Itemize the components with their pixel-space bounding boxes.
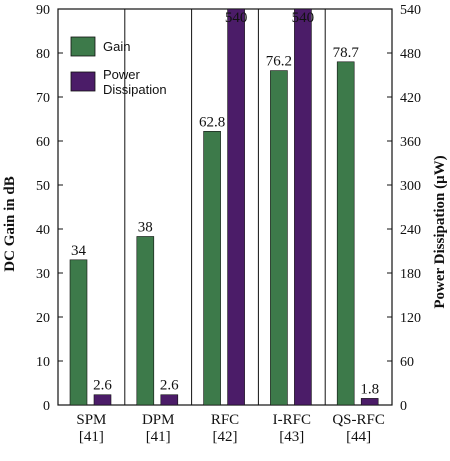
data-label-power: 540 [225, 10, 248, 26]
legend-swatch-power [70, 71, 96, 92]
x-category-ref: [41] [146, 429, 171, 445]
x-category-label: QS-RFC [332, 412, 385, 428]
x-category-label: RFC [211, 412, 239, 428]
bar-gain [203, 131, 221, 406]
data-label-power: 2.6 [160, 378, 179, 394]
legend: Gain Power Dissipation [70, 36, 167, 97]
x-category-label: I-RFC [273, 412, 311, 428]
y2-tick-label: 60 [400, 355, 414, 370]
y-tick-label: 70 [36, 91, 50, 106]
bar-gain [270, 70, 288, 406]
data-label-gain: 78.7 [333, 45, 360, 61]
bar-gain [69, 259, 88, 406]
y-tick-label: 50 [36, 179, 50, 194]
data-label-power: 540 [292, 10, 315, 26]
y-tick-label: 10 [36, 355, 50, 370]
data-label-power: 1.8 [360, 381, 379, 397]
y2-tick-label: 180 [400, 267, 421, 282]
y2-tick-label: 0 [400, 399, 407, 414]
y-axis-title: DC Gain in dB [2, 176, 18, 271]
legend-label-gain: Gain [103, 39, 130, 54]
y-tick-label: 80 [36, 47, 50, 62]
y2-tick-label: 540 [400, 3, 421, 18]
plot-frame [57, 8, 393, 406]
y-tick-label: 60 [36, 135, 50, 150]
data-label-gain: 76.2 [266, 54, 292, 70]
data-label-gain: 62.8 [199, 114, 225, 130]
x-category-ref: [44] [346, 429, 371, 445]
data-label-power: 2.6 [93, 378, 112, 394]
data-label-gain: 34 [71, 243, 87, 259]
bar-power [294, 8, 312, 406]
legend-label-power: Power Dissipation [103, 67, 167, 97]
bar-gain [336, 61, 355, 406]
x-category-ref: [42] [213, 429, 238, 445]
bar-power [160, 394, 179, 406]
y-tick-label: 30 [36, 267, 50, 282]
y2-tick-label: 420 [400, 91, 421, 106]
y2-tick-label: 360 [400, 135, 421, 150]
data-label-gain: 38 [138, 219, 153, 235]
y-tick-label: 20 [36, 311, 50, 326]
y2-tick-label: 120 [400, 311, 421, 326]
y-tick-label: 40 [36, 223, 50, 238]
y2-axis-title: Power Dissipation (μW) [432, 155, 448, 308]
bar-power [360, 398, 379, 406]
bar-power [93, 394, 112, 406]
y2-tick-label: 300 [400, 179, 421, 194]
x-category-label: SPM [76, 412, 106, 428]
x-category-label: DPM [142, 412, 175, 428]
x-category-ref: [41] [79, 429, 104, 445]
y-tick-label: 90 [36, 3, 50, 18]
legend-swatch-gain [70, 36, 96, 57]
y2-tick-label: 480 [400, 47, 421, 62]
bar-power [227, 8, 245, 406]
y2-tick-label: 240 [400, 223, 421, 238]
y-tick-label: 0 [43, 399, 50, 414]
bar-gain [136, 236, 155, 406]
x-category-ref: [43] [279, 429, 304, 445]
